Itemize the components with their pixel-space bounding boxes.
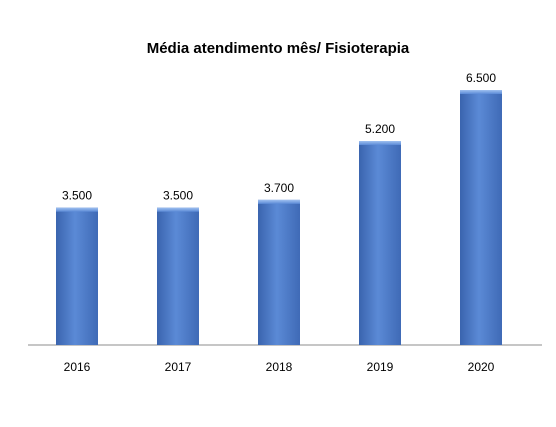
bar-cap-2018 [258,199,300,204]
data-label-2017: 3.500 [163,189,193,203]
x-tick-label-2017: 2017 [165,360,192,374]
x-tick-label-2016: 2016 [64,360,91,374]
bar-2017 [157,207,199,345]
bar-cap-2017 [157,207,199,212]
bar-2018 [258,199,300,345]
bar-2019 [359,141,401,345]
bar-2016 [56,207,98,345]
chart-title: Média atendimento mês/ Fisioterapia [146,40,410,57]
bar-cap-2019 [359,141,401,145]
data-label-2020: 6.500 [466,71,496,85]
bar-2020 [460,90,502,345]
labels-group: 3.500 2016 3.500 2017 3.700 2018 5.200 2019 6.50… [62,71,496,374]
x-tick-label-2020: 2020 [468,360,495,374]
x-tick-label-2018: 2018 [266,360,293,374]
bar-cap-2016 [56,207,98,212]
data-label-2019: 5.200 [365,122,395,136]
bars-group [56,90,502,345]
bar-cap-2020 [460,90,502,94]
x-tick-label-2019: 2019 [367,360,394,374]
data-label-2016: 3.500 [62,189,92,203]
data-label-2018: 3.700 [264,181,294,195]
